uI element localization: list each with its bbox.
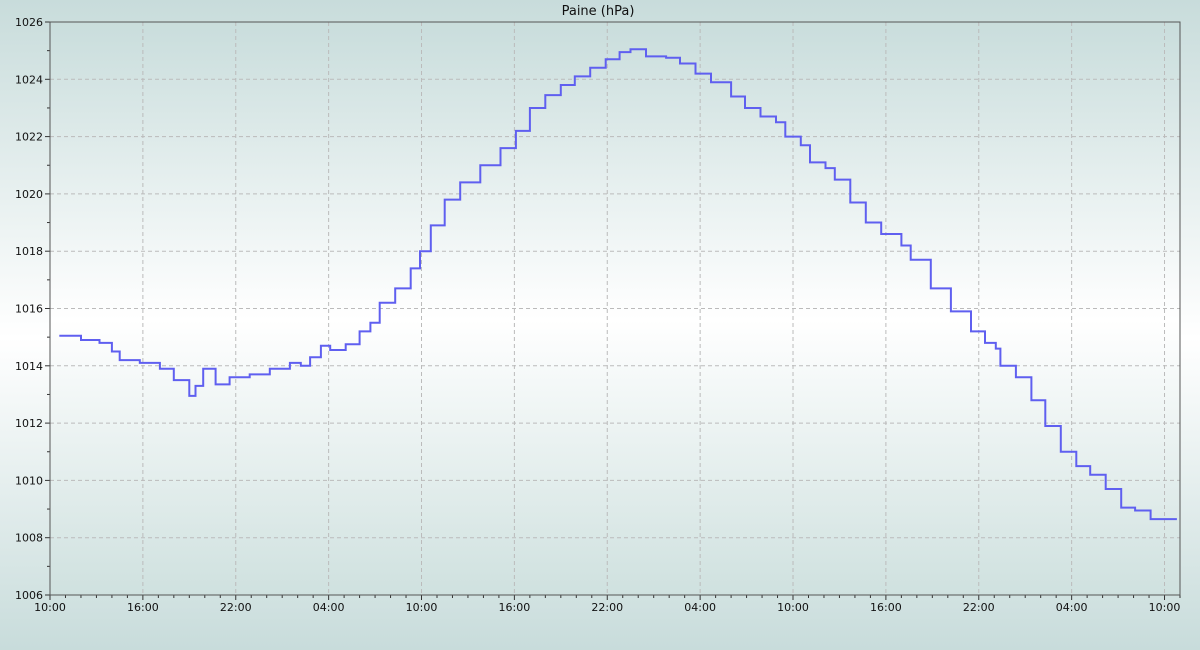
y-tick-label: 1022 (15, 131, 43, 144)
y-tick-label: 1012 (15, 417, 43, 430)
x-tick-label: 10:00 (34, 601, 66, 614)
x-tick-label: 10:00 (406, 601, 438, 614)
y-tick-label: 1010 (15, 474, 43, 487)
x-tick-label: 22:00 (963, 601, 995, 614)
x-tick-label: 16:00 (870, 601, 902, 614)
y-tick-label: 1008 (15, 532, 43, 545)
y-tick-label: 1014 (15, 360, 43, 373)
grid (50, 22, 1180, 595)
x-tick-label: 04:00 (684, 601, 716, 614)
y-tick-label: 1006 (15, 589, 43, 602)
x-tick-label: 10:00 (1149, 601, 1181, 614)
plot-frame (49, 21, 1181, 596)
y-tick-label: 1018 (15, 245, 43, 258)
x-tick-label: 22:00 (220, 601, 252, 614)
x-tick-label: 16:00 (499, 601, 531, 614)
chart-title: Paine (hPa) (562, 4, 635, 19)
y-tick-label: 1016 (15, 303, 43, 316)
y-tick-label: 1020 (15, 188, 43, 201)
y-tick-label: 1024 (15, 73, 43, 86)
series-line-pressure (59, 48, 1177, 521)
x-tick-label: 10:00 (777, 601, 809, 614)
x-tick-label: 16:00 (127, 601, 159, 614)
x-tick-label: 22:00 (591, 601, 623, 614)
y-tick-label: 1026 (15, 16, 43, 29)
x-tick-label: 04:00 (313, 601, 345, 614)
x-tick-label: 04:00 (1056, 601, 1088, 614)
